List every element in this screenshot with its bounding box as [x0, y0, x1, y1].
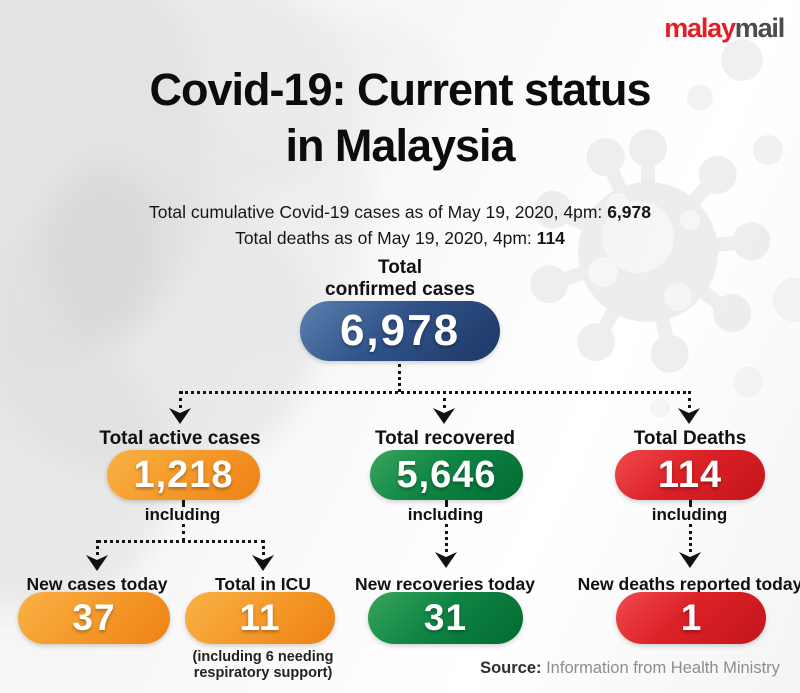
recovered-label: Total recovered [374, 428, 516, 449]
subtitle-line2: Total deaths as of May 19, 2020, 4pm: 11… [235, 228, 565, 248]
subtitle-line1: Total cumulative Covid-19 cases as of Ma… [149, 202, 651, 222]
total-confirmed-pill: 6,978 [300, 301, 500, 361]
logo-text-dark: mail [734, 13, 785, 43]
source-label: Source: [480, 659, 542, 677]
connector-deaths-drop [688, 391, 691, 408]
connector-icu-drop [262, 540, 265, 555]
connector-recovered-sub1 [445, 500, 448, 506]
malaymail-logo: malaymail [664, 13, 785, 44]
connector-active-sub1 [182, 500, 185, 506]
connector-root-stem [398, 364, 401, 392]
arrow-down-icon [678, 408, 700, 424]
arrow-down-icon [86, 555, 108, 571]
new-cases-label: New cases today [26, 574, 168, 594]
new-cases-pill: 37 [18, 592, 170, 644]
arrow-down-icon [433, 408, 455, 424]
title-line2: in Malaysia [285, 120, 515, 171]
connector-newcases-drop [96, 540, 99, 555]
connector-deaths-sub1 [689, 500, 692, 506]
icu-note: (including 6 needing respiratory support… [192, 649, 334, 681]
subtitle: Total cumulative Covid-19 cases as of Ma… [0, 199, 800, 251]
arrow-down-icon [169, 408, 191, 424]
new-recoveries-label: New recoveries today [355, 574, 535, 594]
recovered-pill: 5,646 [370, 450, 523, 500]
new-deaths-label: New deaths reported today [577, 574, 800, 594]
active-including-label: including [144, 505, 221, 524]
new-deaths-pill: 1 [616, 592, 766, 644]
icu-label: Total in ICU [215, 574, 311, 594]
page-title: Covid-19: Current status in Malaysia [0, 62, 800, 174]
connector-recovered-sub2 [445, 524, 448, 552]
logo-text-red: malay [664, 13, 736, 43]
connector-active-drop [179, 391, 182, 408]
source-text: Information from Health Ministry [546, 659, 780, 677]
deaths-label: Total Deaths [633, 428, 747, 449]
deaths-pill: 114 [615, 450, 765, 500]
connector-active-split [97, 540, 265, 543]
arrow-down-icon [435, 552, 457, 568]
connector-deaths-sub2 [689, 524, 692, 552]
active-cases-label: Total active cases [99, 428, 261, 449]
subtitle-line2-value: 114 [536, 228, 565, 248]
source-line: Source: Information from Health Ministry [470, 659, 790, 678]
title-line1: Covid-19: Current status [149, 64, 651, 115]
recovered-including-label: including [407, 505, 484, 524]
active-cases-pill: 1,218 [107, 450, 260, 500]
arrow-down-icon [679, 552, 701, 568]
root-node-label: Total confirmed cases [325, 257, 475, 300]
arrow-down-icon [252, 555, 274, 571]
deaths-including-label: including [651, 505, 728, 524]
connector-main-horizontal [180, 391, 691, 394]
subtitle-line1-value: 6,978 [607, 202, 651, 222]
connector-recovered-drop [443, 391, 446, 408]
connector-active-sub2 [182, 524, 185, 541]
virus-illustration [530, 39, 800, 418]
icu-pill: 11 [185, 592, 335, 644]
new-recoveries-pill: 31 [368, 592, 523, 644]
faded-photo-left [0, 0, 450, 610]
